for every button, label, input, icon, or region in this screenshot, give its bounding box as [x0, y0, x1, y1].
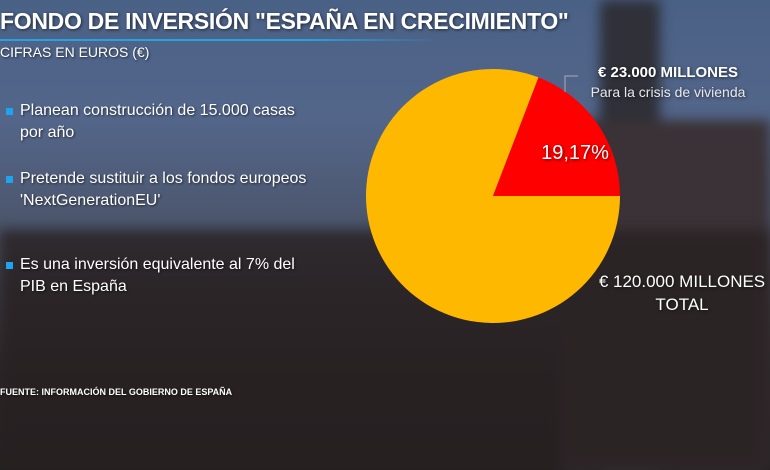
bullet-item: Pretende sustituir a los fondos europeos… — [6, 168, 351, 212]
bullet-square-icon — [6, 262, 13, 269]
callout-line — [564, 75, 578, 92]
total-value-label: € 120.000 MILLONES — [598, 272, 766, 291]
title-divider — [0, 39, 440, 41]
bullet-item: Planean construcción de 15.000 casas por … — [6, 100, 351, 144]
bullet-square-icon — [6, 108, 13, 115]
bullet-square-icon — [6, 176, 13, 183]
slice-description: Para la crisis de vivienda — [590, 84, 746, 100]
slice-value-label: € 23.000 MILLONES — [597, 64, 739, 81]
total-label: TOTAL — [655, 295, 709, 314]
source-note: FUENTE: INFORMACIÓN DEL GOBIERNO DE ESPA… — [0, 387, 233, 397]
subtitle: CIFRAS EN EUROS (€) — [0, 44, 150, 60]
slice-percent-label: 19,17% — [541, 142, 609, 164]
background-building — [0, 230, 770, 470]
bullet-item: Es una inversión equivalente al 7% del PI… — [6, 254, 351, 298]
pie-slice-vivienda — [493, 77, 620, 196]
page-title: FONDO DE INVERSIÓN "ESPAÑA EN CRECIMIENT… — [0, 8, 569, 34]
